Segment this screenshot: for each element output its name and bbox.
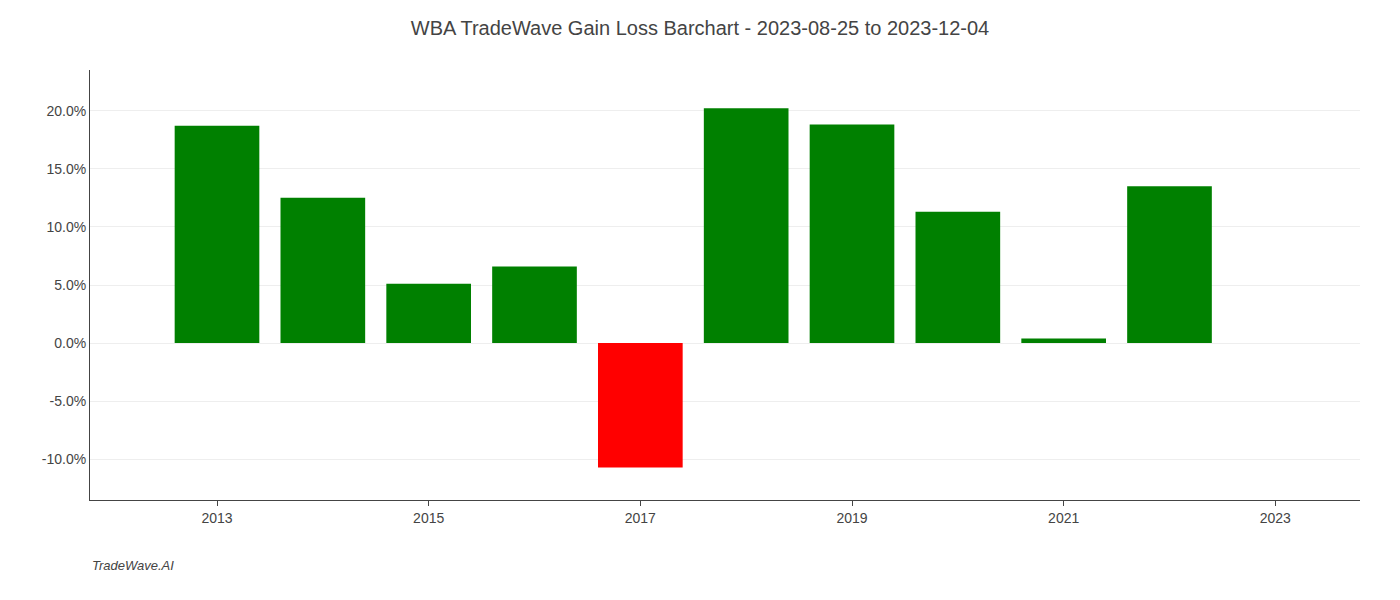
svg-text:WBA TradeWave Gain Loss Barcha: WBA TradeWave Gain Loss Barchart - 2023-… [411,17,989,39]
svg-text:2015: 2015 [413,510,444,526]
svg-text:15.0%: 15.0% [46,161,86,177]
svg-text:2013: 2013 [201,510,232,526]
svg-text:2021: 2021 [1048,510,1079,526]
svg-text:2017: 2017 [625,510,656,526]
svg-text:TradeWave.AI: TradeWave.AI [92,558,174,573]
svg-text:2019: 2019 [836,510,867,526]
svg-text:0.0%: 0.0% [54,335,86,351]
svg-text:-5.0%: -5.0% [50,393,87,409]
svg-text:20.0%: 20.0% [46,103,86,119]
svg-text:10.0%: 10.0% [46,219,86,235]
svg-text:2023: 2023 [1260,510,1291,526]
svg-text:-10.0%: -10.0% [42,451,86,467]
svg-text:5.0%: 5.0% [54,277,86,293]
